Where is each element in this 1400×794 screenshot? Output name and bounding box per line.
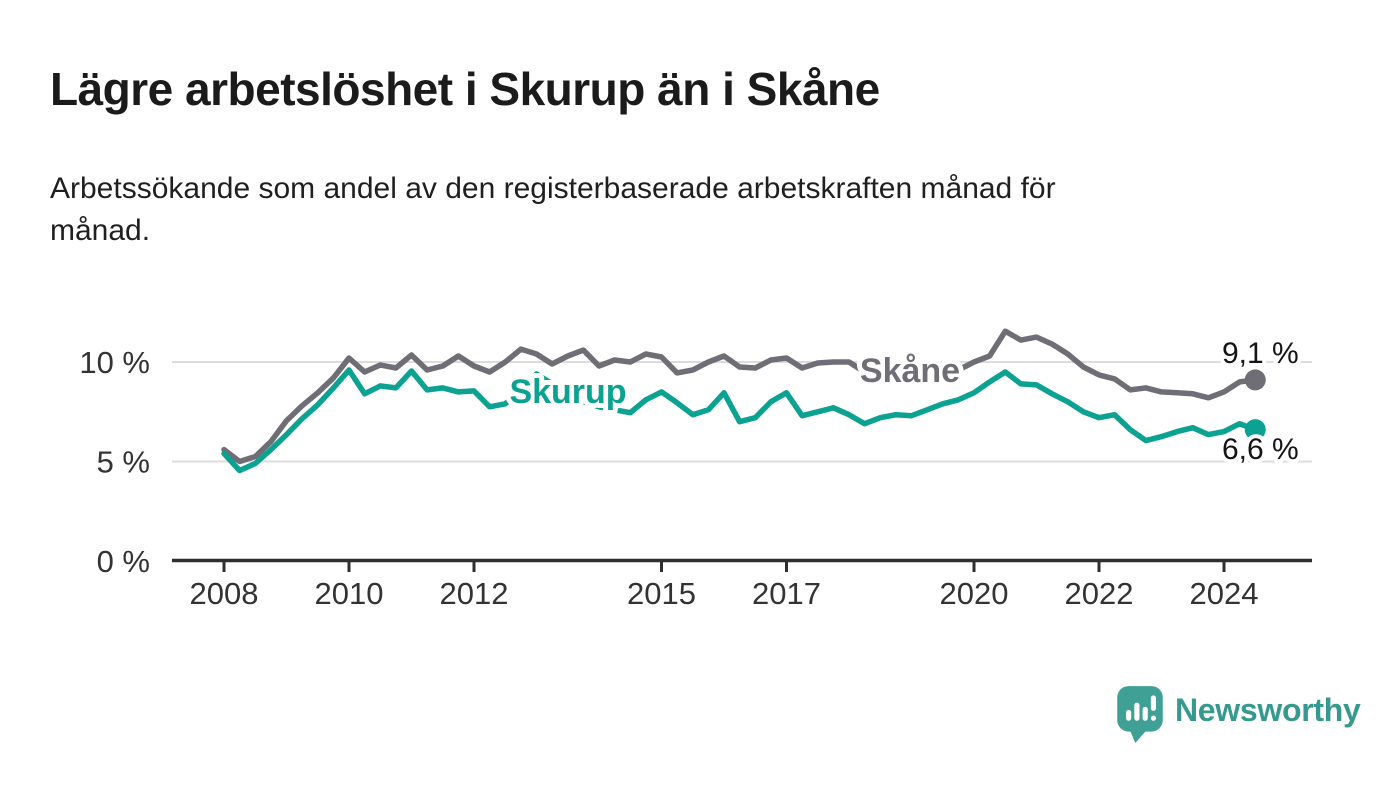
- x-axis-label-2012: 2012: [440, 576, 509, 611]
- y-axis-label-5: 5 %: [97, 444, 150, 479]
- y-axis-label-0: 0 %: [97, 544, 150, 579]
- y-axis-label-10: 10 %: [79, 345, 150, 380]
- end-value-label-skurup: 6,6 %: [1222, 433, 1299, 466]
- chart-subtitle: Arbetssökande som andel av den registerb…: [50, 168, 1056, 252]
- brand-name: Newsworthy: [1175, 691, 1361, 728]
- line-chart: 0 % 5 % 10 % 2008 2010 2012 2015 2017 2020 2022 20…: [79, 328, 1312, 611]
- newsworthy-logo-icon: [1117, 686, 1163, 743]
- x-axis-label-2020: 2020: [940, 576, 1009, 611]
- brand-lockup: Newsworthy: [1114, 686, 1361, 743]
- series-line-skåne: [221, 328, 1259, 465]
- series-line-skurup: [221, 367, 1259, 474]
- series-label-skåne: Skåne: [860, 352, 960, 390]
- end-value-label-skåne: 9,1 %: [1222, 337, 1299, 370]
- x-axis-label-2017: 2017: [752, 576, 821, 611]
- x-axis-label-2008: 2008: [190, 576, 259, 611]
- x-axis-label-2015: 2015: [627, 576, 696, 611]
- series-label-skurup: Skurup: [509, 373, 626, 411]
- chart-title: Lägre arbetslöshet i Skurup än i Skåne: [50, 63, 880, 115]
- end-dot-skåne: [1244, 369, 1266, 391]
- end-dot-skurup: [1244, 419, 1266, 441]
- x-axis-label-2024: 2024: [1190, 576, 1259, 611]
- chart-subtitle-line-2: månad.: [50, 214, 151, 247]
- x-axis-label-2022: 2022: [1065, 576, 1134, 611]
- chart-subtitle-line-1: Arbetssökande som andel av den registerb…: [50, 172, 1056, 205]
- x-axis-label-2010: 2010: [315, 576, 384, 611]
